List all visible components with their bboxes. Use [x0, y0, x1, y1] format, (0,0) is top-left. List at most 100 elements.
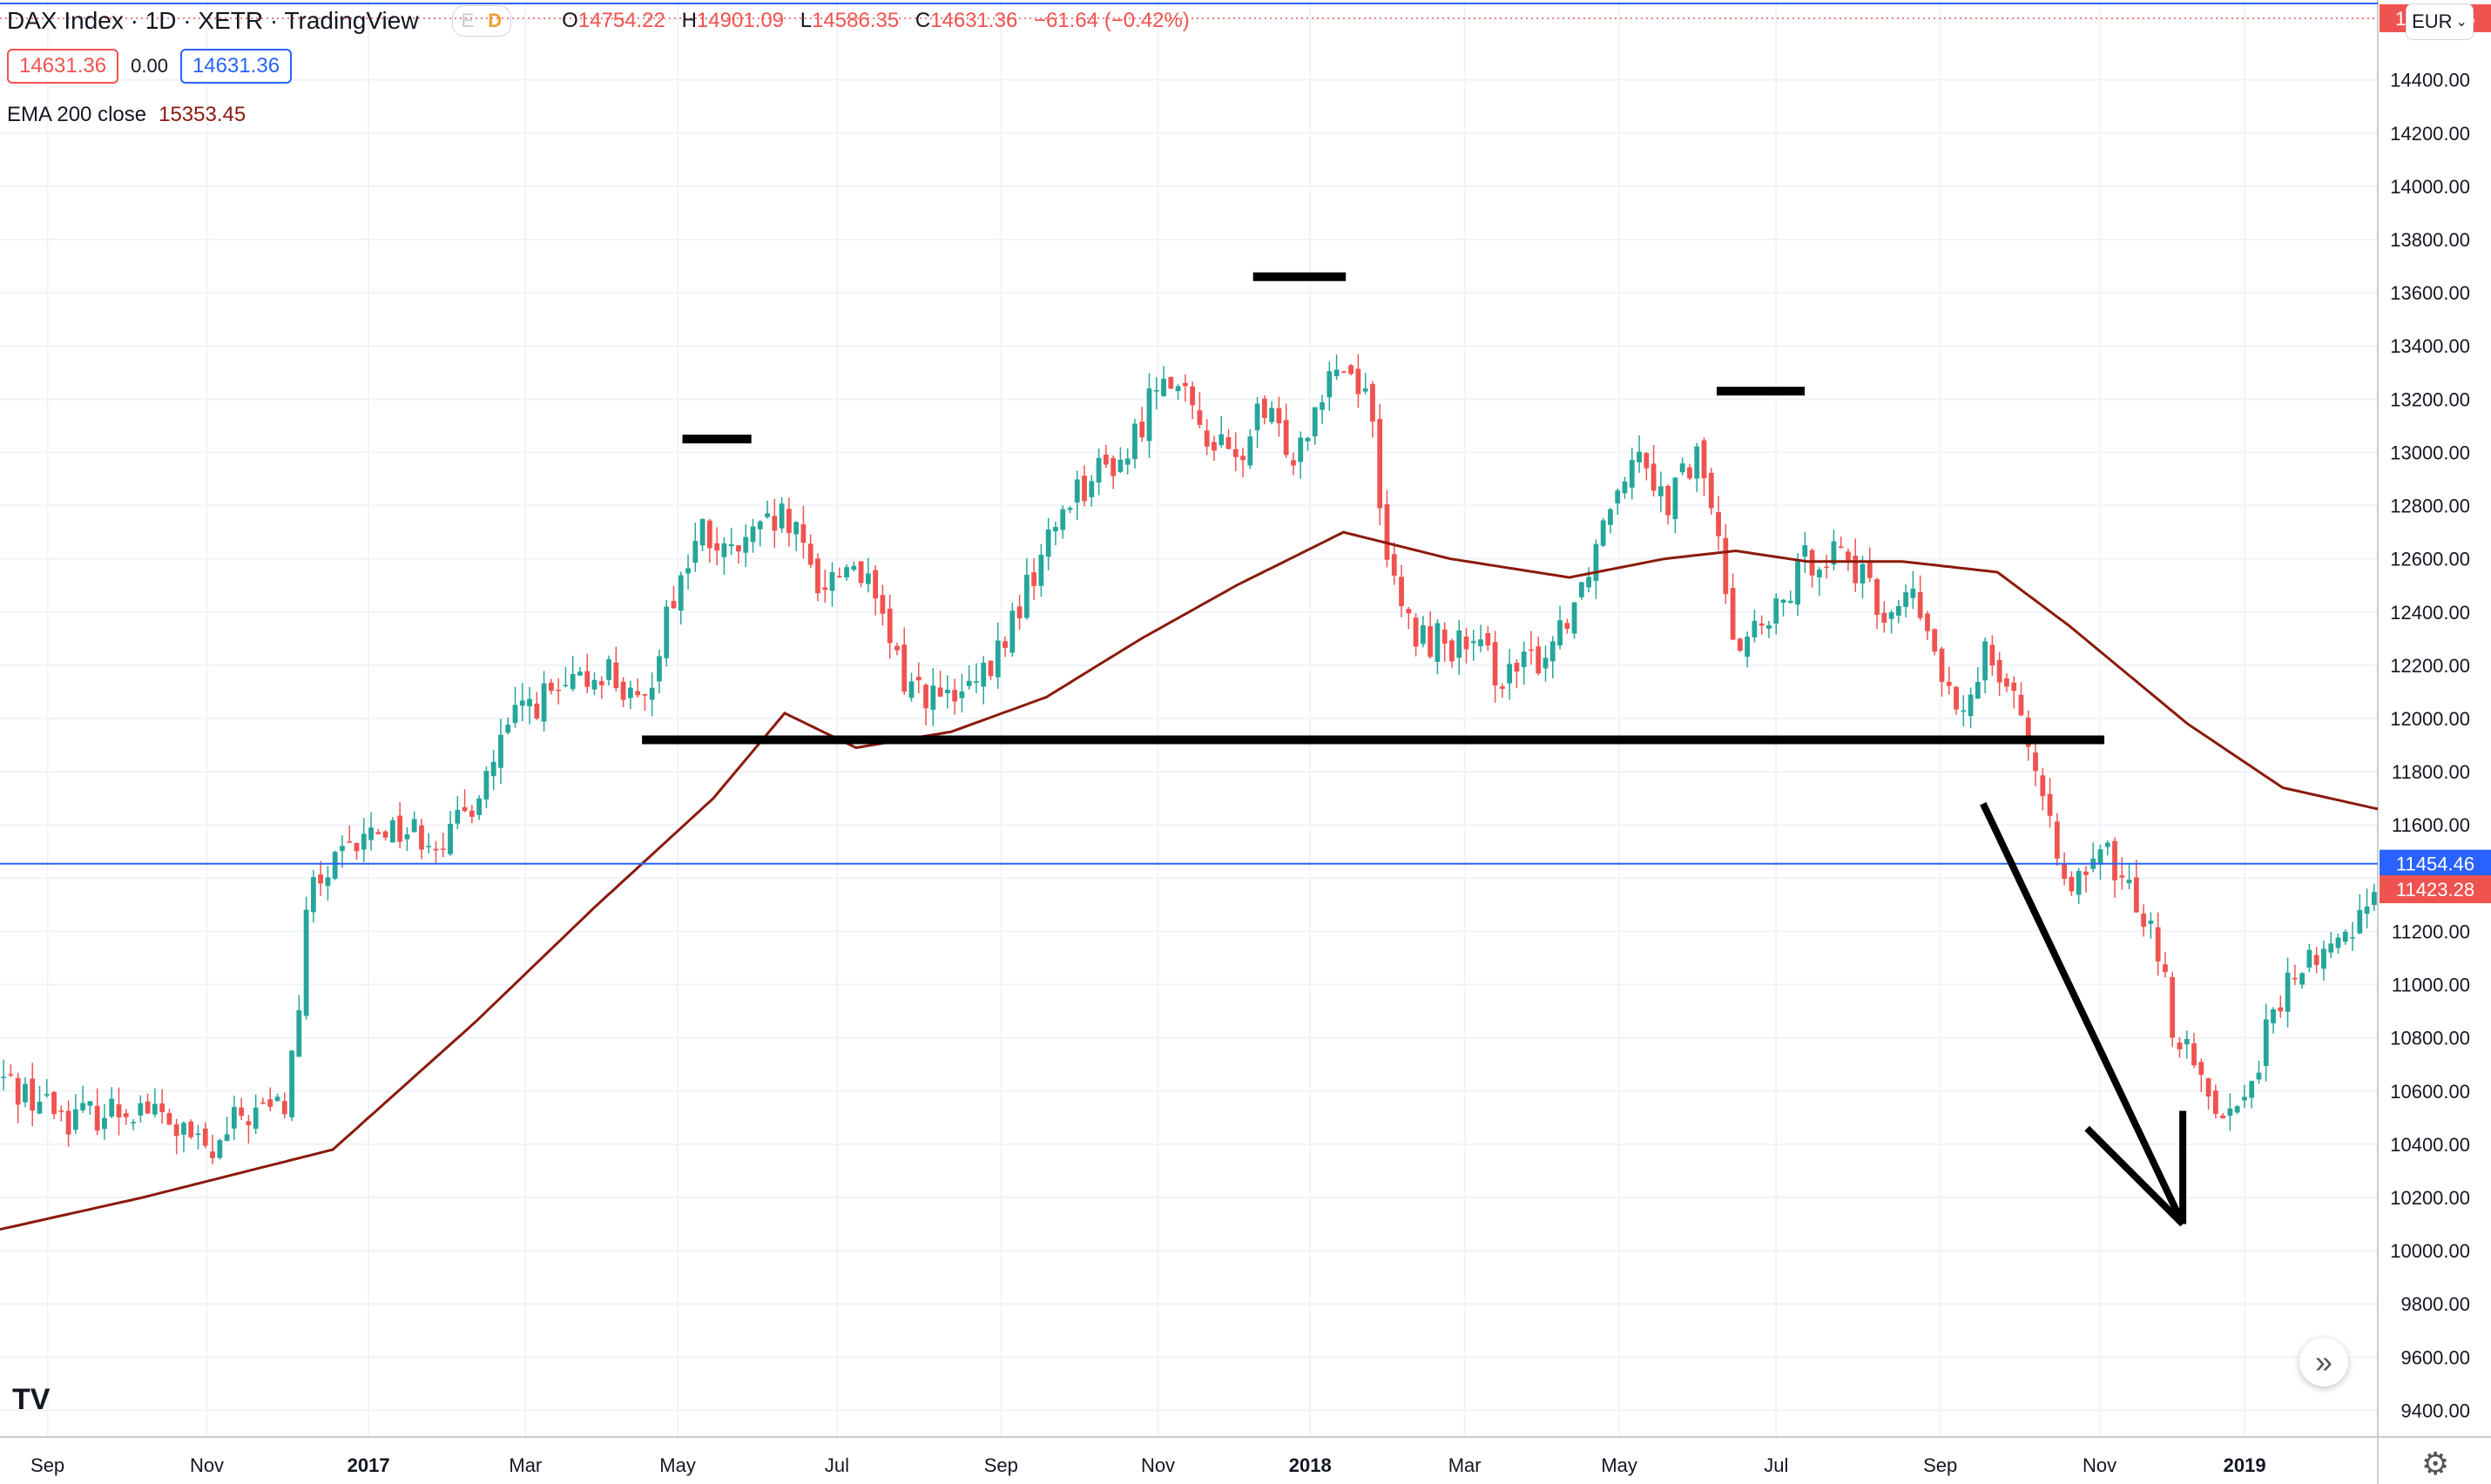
candle-body [2025, 718, 2031, 747]
symbol-legend: DAX Index · 1D · XETR · TradingView E D … [7, 5, 1200, 37]
gear-icon[interactable]: ⚙ [2421, 1446, 2450, 1481]
y-tick-label: 13800.00 [2390, 229, 2470, 251]
x-tick-label: 2018 [1289, 1454, 1332, 1476]
candle-body [325, 877, 331, 887]
candle-body [2040, 775, 2046, 797]
candle-body [1629, 460, 1635, 488]
candle-body [1478, 639, 1483, 647]
candle-body [462, 806, 468, 812]
candle-body [188, 1121, 194, 1137]
candle-body [2112, 840, 2117, 880]
candle-body [181, 1123, 186, 1135]
candle-body [505, 725, 511, 733]
candle-body [1600, 520, 1606, 546]
candle-body [1038, 554, 1044, 586]
candle-body [123, 1113, 129, 1117]
candle-body [2299, 973, 2305, 985]
candle-body [1723, 537, 1729, 595]
high-value: 14901.09 [696, 9, 785, 32]
y-tick-label: 14400.00 [2390, 70, 2470, 91]
candle-body [527, 698, 532, 707]
candle-body [1853, 556, 1859, 583]
y-tick-label: 12200.00 [2390, 655, 2470, 677]
candle-body [296, 1009, 302, 1057]
candle-body [433, 848, 439, 851]
candle-body [1917, 591, 1923, 618]
candle-body [1637, 451, 1642, 462]
sell-price[interactable]: 14631.36 [7, 49, 119, 84]
candle-body [1989, 644, 1995, 666]
candle-body [2306, 949, 2312, 968]
y-tick-label: 11800.00 [2392, 761, 2470, 783]
candle-body [519, 700, 525, 706]
candle-body [1895, 605, 1901, 616]
candle-body [1982, 641, 1988, 681]
candle-body [1975, 681, 1981, 699]
trade-row: 14631.36 0.00 14631.36 [7, 49, 293, 84]
candle-body [440, 848, 446, 850]
candle-body [375, 832, 381, 834]
candle-body [195, 1133, 201, 1136]
candle-body [1593, 543, 1599, 582]
candle-body [131, 1122, 136, 1124]
candle-body [246, 1121, 252, 1125]
candle-body [332, 852, 338, 880]
tradingview-logo-icon[interactable]: TV [12, 1383, 50, 1417]
candle-body [1701, 440, 1707, 479]
change-value: −61.64 (−0.42%) [1033, 9, 1190, 32]
indicator-legend[interactable]: EMA 200 close 15353.45 [7, 103, 246, 127]
candle-body [51, 1091, 57, 1115]
candle-body [1110, 458, 1117, 476]
y-tick-label: 14000.00 [2390, 176, 2470, 198]
candle-body [1074, 479, 1080, 503]
symbol-title[interactable]: DAX Index · 1D · XETR · TradingView [7, 7, 419, 34]
candle-body [498, 734, 503, 768]
candle-body [1657, 486, 1664, 496]
candle-body [1925, 613, 1930, 631]
candle-body [966, 680, 972, 686]
candle-body [865, 573, 871, 584]
candle-body [1449, 640, 1455, 662]
candle-body [2191, 1043, 2197, 1066]
candle-body [858, 561, 864, 583]
candle-body [1456, 630, 1462, 658]
candle-body [2205, 1078, 2211, 1097]
candle-body [361, 833, 367, 850]
candle-body [2234, 1106, 2240, 1113]
candle-body [8, 1074, 14, 1076]
y-tick-label: 13200.00 [2390, 388, 2470, 410]
candle-body [1564, 623, 1570, 629]
high-key: H [681, 9, 697, 32]
candle-body [1420, 624, 1426, 644]
candle-body [1961, 710, 1967, 712]
candle-body [102, 1117, 107, 1130]
candle-body [231, 1107, 237, 1129]
candle-body [1745, 637, 1751, 658]
candle-body [1615, 490, 1621, 504]
candle-body [944, 689, 950, 694]
candle-body [2285, 972, 2291, 1012]
candle-body [1103, 455, 1109, 465]
logo-text: TV [12, 1383, 51, 1416]
currency-button[interactable]: EUR ⌄ [2406, 3, 2474, 40]
candle-body [2227, 1108, 2233, 1116]
close-key: C [915, 9, 931, 32]
flag-e: E [461, 10, 475, 31]
spread-value: 0.00 [131, 55, 168, 77]
last-price-badge-bg [2380, 875, 2491, 904]
scroll-to-realtime-button[interactable]: » [2299, 1338, 2348, 1386]
candle-body [1023, 574, 1029, 618]
buy-price[interactable]: 14631.36 [179, 49, 293, 84]
x-tick-label: Nov [2083, 1454, 2116, 1476]
candle-body [1399, 577, 1404, 607]
candle-body [822, 587, 828, 590]
session-flags[interactable]: E D [451, 5, 512, 37]
candle-body [981, 662, 987, 687]
candle-body [1190, 386, 1196, 406]
candle-body [1283, 420, 1289, 455]
candle-body [1846, 551, 1851, 561]
x-tick-label: Sep [1923, 1454, 1957, 1476]
horizontal-line-price-badge-bg [2380, 849, 2491, 878]
candle-body [2004, 678, 2009, 687]
